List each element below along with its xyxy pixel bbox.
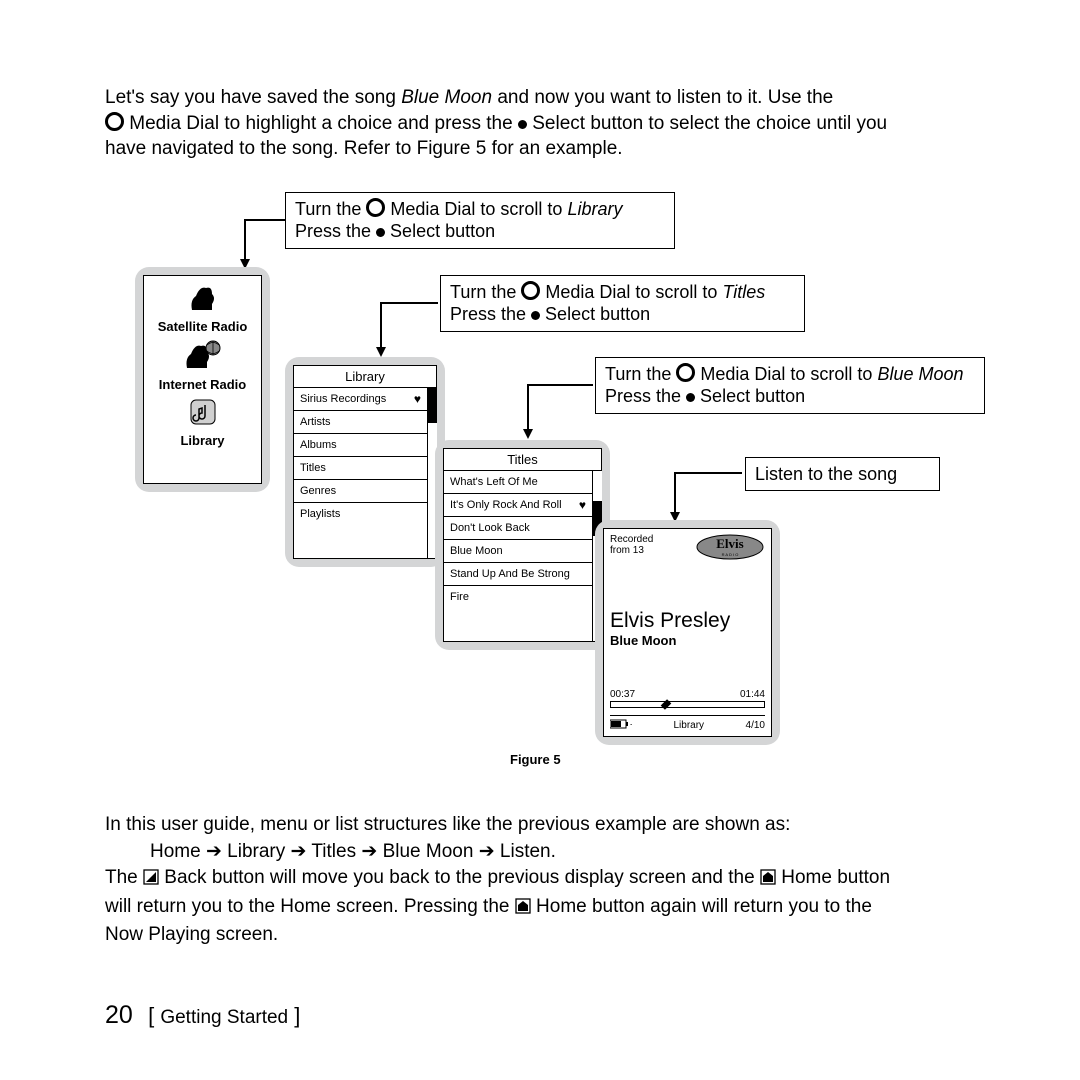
track-info: Elvis Presley Blue Moon bbox=[610, 609, 765, 648]
arrow-4 bbox=[667, 470, 747, 525]
intro-song: Blue Moon bbox=[401, 87, 492, 108]
nowplaying-card: Recordedfrom 13 ElvisR A D I O Elvis Pre… bbox=[595, 520, 780, 745]
select-dot-icon bbox=[686, 393, 695, 402]
callout-2: Turn the Media Dial to scroll to Titles … bbox=[440, 275, 805, 332]
arrow-2 bbox=[373, 300, 443, 360]
song-name: Blue Moon bbox=[610, 633, 765, 648]
dog-icon bbox=[186, 282, 220, 312]
library-screen: Library Sirius Recordings♥ Artists Album… bbox=[293, 365, 437, 559]
intro-para: Let's say you have saved the song Blue M… bbox=[105, 85, 980, 162]
list-item: Fire bbox=[444, 586, 592, 608]
home-net: Internet Radio bbox=[144, 334, 261, 392]
page-footer: 20 [ Getting Started ] bbox=[105, 1001, 300, 1030]
dial-icon bbox=[366, 198, 385, 217]
intro-l3: have navigated to the song. Refer to Fig… bbox=[105, 138, 623, 159]
list-item: Albums bbox=[294, 434, 427, 457]
select-dot-icon bbox=[518, 120, 527, 129]
dog-globe-icon bbox=[183, 340, 223, 370]
list-item: Artists bbox=[294, 411, 427, 434]
select-dot-icon bbox=[531, 311, 540, 320]
titles-card: Titles What's Left Of Me It's Only Rock … bbox=[435, 440, 610, 650]
recorded-label: Recordedfrom 13 bbox=[610, 534, 653, 556]
select-dot-icon bbox=[376, 228, 385, 237]
home-sat: Satellite Radio bbox=[144, 276, 261, 334]
list-item: Blue Moon bbox=[444, 540, 592, 563]
page: Let's say you have saved the song Blue M… bbox=[0, 0, 1080, 1080]
list-item: Don't Look Back bbox=[444, 517, 592, 540]
artist-name: Elvis Presley bbox=[610, 609, 765, 633]
home-lib: Library bbox=[144, 392, 261, 448]
nowplaying-screen: Recordedfrom 13 ElvisR A D I O Elvis Pre… bbox=[603, 528, 772, 737]
station-logo: ElvisR A D I O bbox=[695, 534, 765, 565]
music-note-icon bbox=[189, 398, 217, 426]
svg-text:+: + bbox=[630, 720, 632, 729]
home-icon bbox=[515, 896, 531, 923]
callout-4: Listen to the song bbox=[745, 457, 940, 492]
dial-icon bbox=[105, 112, 124, 131]
home-screen: Satellite Radio Internet Radio Library bbox=[143, 275, 262, 484]
heart-icon: ♥ bbox=[414, 392, 421, 406]
home-card: Satellite Radio Internet Radio Library bbox=[135, 267, 270, 492]
callout-1: Turn the Media Dial to scroll to Library… bbox=[285, 192, 675, 249]
titles-title: Titles bbox=[444, 449, 601, 471]
intro-l1a: Let's say you have saved the song bbox=[105, 87, 401, 108]
intro-l2a: Media Dial to highlight a choice and pre… bbox=[124, 113, 518, 134]
below-text: In this user guide, menu or list structu… bbox=[105, 812, 980, 949]
titles-screen: Titles What's Left Of Me It's Only Rock … bbox=[443, 448, 602, 642]
list-item: Sirius Recordings♥ bbox=[294, 388, 427, 411]
list-item: What's Left Of Me bbox=[444, 471, 592, 494]
figure-caption: Figure 5 bbox=[510, 752, 561, 767]
battery-icon: + bbox=[610, 719, 632, 732]
dial-icon bbox=[521, 281, 540, 300]
nav-path: Home ➔ Library ➔ Titles ➔ Blue Moon ➔ Li… bbox=[105, 839, 980, 866]
dial-icon bbox=[676, 363, 695, 382]
progress: 00:3701:44 bbox=[610, 689, 765, 708]
list-item: Titles bbox=[294, 457, 427, 480]
back-icon bbox=[143, 867, 159, 894]
section-name: Getting Started bbox=[160, 1007, 288, 1028]
arrow-1 bbox=[240, 217, 290, 272]
list-item: It's Only Rock And Roll♥ bbox=[444, 494, 592, 517]
intro-l1b: and now you want to listen to it. Use th… bbox=[492, 87, 833, 108]
library-title: Library bbox=[294, 366, 436, 388]
callout-3: Turn the Media Dial to scroll to Blue Mo… bbox=[595, 357, 985, 414]
list-item: Stand Up And Be Strong bbox=[444, 563, 592, 586]
figure-5: Turn the Media Dial to scroll to Library… bbox=[105, 192, 985, 787]
home-icon bbox=[760, 867, 776, 894]
status-bar: + Library 4/10 bbox=[610, 715, 765, 732]
arrow-3 bbox=[520, 382, 598, 442]
page-number: 20 bbox=[105, 1001, 133, 1029]
svg-text:Elvis: Elvis bbox=[716, 536, 743, 551]
list-item: Playlists bbox=[294, 503, 427, 525]
intro-l2b: Select button to select the choice until… bbox=[527, 113, 887, 134]
list-item: Genres bbox=[294, 480, 427, 503]
heart-icon: ♥ bbox=[579, 498, 586, 512]
svg-text:R A D I O: R A D I O bbox=[722, 552, 739, 557]
library-card: Library Sirius Recordings♥ Artists Album… bbox=[285, 357, 445, 567]
